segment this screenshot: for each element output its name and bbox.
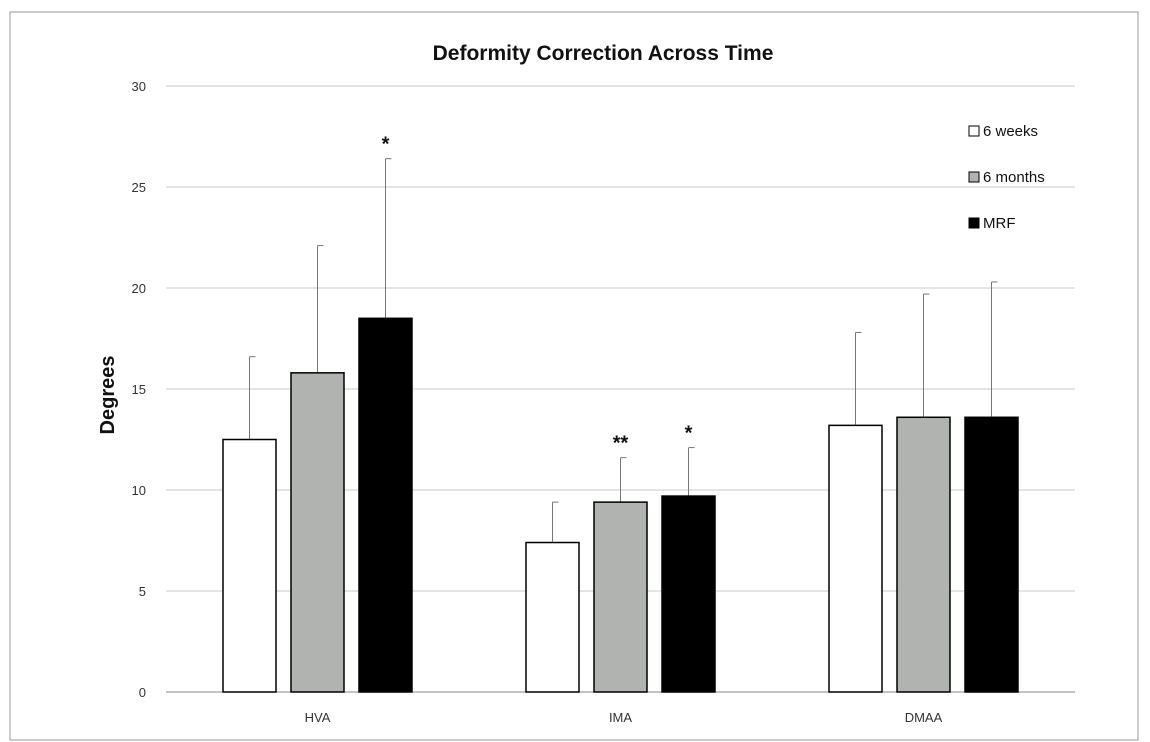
- y-tick-label: 15: [132, 382, 146, 397]
- bar: [525, 541, 580, 693]
- bar: [222, 438, 277, 693]
- x-category-label: DMAA: [905, 710, 943, 725]
- y-axis-label: Degrees: [97, 356, 119, 435]
- y-tick-label: 30: [132, 79, 146, 94]
- legend-label: 6 weeks: [983, 123, 1038, 140]
- legend-swatch: [968, 217, 980, 229]
- legend-label: 6 months: [983, 169, 1045, 186]
- y-tick-label: 20: [132, 281, 146, 296]
- legend-swatch: [968, 125, 980, 137]
- bar: [593, 501, 648, 693]
- bar: [358, 317, 413, 693]
- bar: [661, 495, 716, 693]
- significance-marker: *: [382, 134, 390, 156]
- category-labels: HVA IMA DMAA: [305, 710, 943, 725]
- bar: [896, 416, 951, 693]
- legend-label: MRF: [983, 215, 1016, 232]
- legend-swatch: [968, 171, 980, 183]
- significance-marker: **: [613, 433, 629, 455]
- significance-marker: *: [685, 423, 693, 445]
- y-axis-ticks: 0 5 10 15 20 25 30: [132, 79, 146, 700]
- y-tick-label: 0: [139, 685, 146, 700]
- bar: [290, 372, 345, 693]
- bar: [964, 416, 1019, 693]
- y-tick-label: 5: [139, 584, 146, 599]
- x-category-label: HVA: [305, 710, 331, 725]
- y-tick-label: 25: [132, 180, 146, 195]
- legend: 6 weeks 6 months MRF: [968, 123, 1045, 232]
- bars: *** *: [222, 134, 1019, 693]
- x-category-label: IMA: [609, 710, 632, 725]
- y-tick-label: 10: [132, 483, 146, 498]
- bar: [828, 424, 883, 693]
- chart-title: Deformity Correction Across Time: [433, 42, 774, 65]
